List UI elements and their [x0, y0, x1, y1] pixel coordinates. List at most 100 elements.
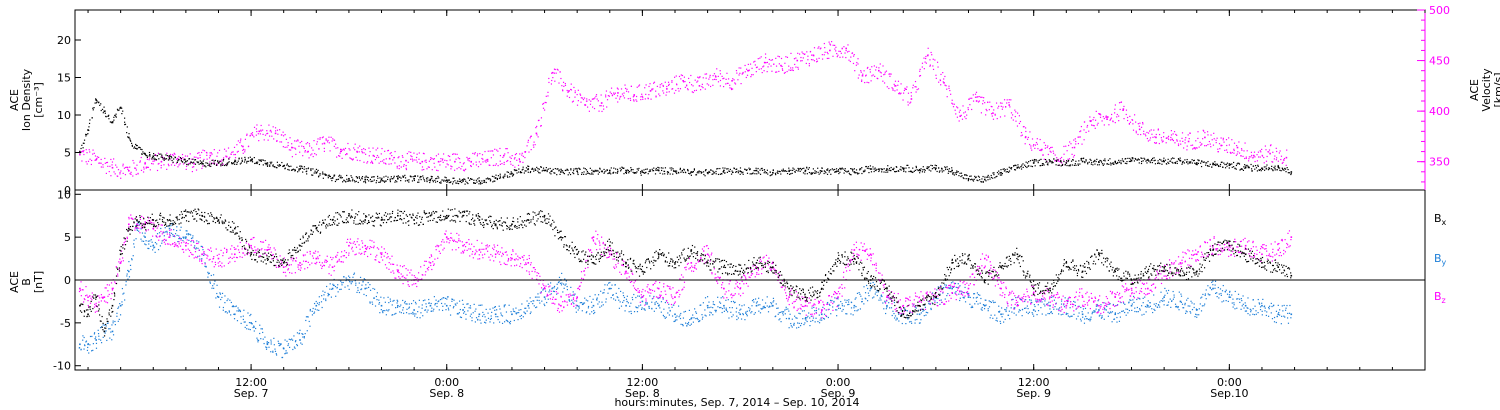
data-point: [325, 174, 327, 176]
data-point: [792, 167, 794, 169]
data-point: [212, 285, 214, 287]
data-point: [545, 169, 547, 172]
data-point: [1084, 162, 1086, 164]
data-point: [343, 149, 345, 151]
data-point: [344, 286, 346, 288]
data-point: [530, 135, 532, 137]
data-point: [657, 302, 659, 304]
data-point: [624, 310, 626, 312]
data-point: [480, 183, 482, 185]
data-point: [464, 183, 466, 185]
data-point: [763, 172, 765, 174]
data-point: [1118, 102, 1121, 104]
data-point: [878, 170, 880, 173]
data-point: [397, 175, 399, 177]
data-point: [666, 88, 668, 90]
data-point: [156, 169, 159, 172]
data-point: [111, 166, 114, 169]
data-point: [413, 159, 415, 161]
data-point: [532, 144, 534, 146]
data-point: [400, 304, 402, 306]
data-point: [818, 46, 820, 48]
data-point: [235, 160, 237, 162]
data-point: [224, 311, 226, 313]
data-point: [1265, 149, 1267, 151]
data-point: [466, 181, 468, 184]
data-point: [889, 307, 891, 309]
data-point: [456, 182, 458, 184]
data-point: [516, 169, 518, 172]
data-point: [944, 166, 946, 168]
data-point: [869, 287, 872, 290]
data-point: [1186, 149, 1188, 151]
data-point: [507, 159, 509, 162]
data-point: [156, 155, 159, 157]
data-point: [249, 134, 251, 137]
data-point: [890, 73, 892, 75]
data-point: [260, 160, 262, 162]
data-point: [1127, 157, 1129, 160]
data-point: [424, 309, 427, 311]
data-point: [211, 159, 213, 162]
data-point: [840, 167, 842, 170]
data-point: [867, 292, 870, 294]
data-point: [439, 298, 442, 301]
data-point: [651, 88, 653, 90]
data-point: [1174, 162, 1177, 164]
data-point: [209, 154, 212, 157]
data-point: [217, 160, 219, 162]
data-point: [566, 289, 568, 291]
data-point: [155, 159, 158, 161]
data-point: [139, 146, 141, 149]
data-point: [392, 159, 394, 161]
data-point: [253, 326, 255, 328]
data-point: [907, 164, 909, 166]
data-point: [355, 284, 357, 286]
data-point: [742, 72, 744, 75]
data-point: [648, 307, 650, 309]
data-point: [146, 156, 148, 159]
data-point: [770, 303, 773, 305]
data-point: [617, 101, 619, 103]
data-point: [527, 139, 530, 141]
data-point: [701, 318, 703, 320]
data-point: [858, 292, 860, 294]
data-point: [567, 174, 569, 176]
data-point: [1093, 116, 1095, 119]
data-point: [272, 164, 274, 166]
data-point: [1033, 158, 1036, 161]
data-point: [104, 162, 106, 164]
data-point: [119, 304, 122, 307]
data-point: [495, 174, 497, 176]
data-point: [1238, 163, 1241, 165]
data-point: [595, 95, 597, 97]
data-point: [212, 274, 215, 276]
data-point: [485, 322, 487, 324]
data-point: [940, 84, 942, 86]
data-point: [132, 255, 134, 257]
data-point: [856, 292, 859, 295]
data-point: [810, 315, 812, 317]
data-point: [109, 337, 111, 339]
data-point: [776, 170, 779, 172]
data-point: [491, 175, 494, 177]
data-point: [96, 99, 98, 102]
data-point: [274, 127, 277, 129]
data-point: [1060, 165, 1062, 167]
data-point: [1116, 162, 1119, 164]
data-point: [829, 43, 831, 45]
data-point: [151, 158, 153, 160]
data-point: [1036, 138, 1038, 140]
data-point: [898, 92, 901, 94]
data-point: [882, 80, 884, 82]
data-point: [841, 305, 844, 307]
data-point: [1194, 148, 1196, 150]
data-point: [585, 169, 588, 171]
data-point: [697, 171, 699, 173]
data-point: [685, 322, 687, 324]
data-point: [1091, 124, 1093, 126]
data-point: [96, 156, 98, 158]
data-point: [817, 320, 819, 323]
data-point: [1071, 164, 1073, 166]
data-point: [817, 171, 819, 173]
